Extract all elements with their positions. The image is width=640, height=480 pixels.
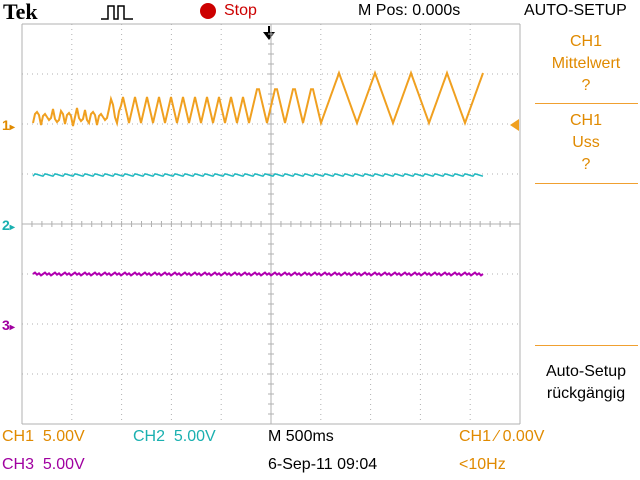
side-menu-label: Mittelwert bbox=[551, 55, 621, 72]
side-menu-ch1-mean[interactable]: CH1 Mittelwert ? bbox=[534, 31, 638, 97]
side-menu-ch1-pkpk[interactable]: CH1 Uss ? bbox=[534, 110, 638, 176]
trigger-level-icon[interactable] bbox=[508, 118, 520, 137]
stop-icon bbox=[200, 3, 216, 19]
run-state: Stop bbox=[224, 2, 257, 19]
horizontal-position: M Pos: 0.000s bbox=[358, 2, 461, 19]
tek-logo: Tek bbox=[3, 0, 38, 24]
menu-title: AUTO-SETUP bbox=[524, 2, 627, 19]
ch1-scale-readout: CH1 5.00V bbox=[2, 428, 85, 445]
side-menu-label: CH1 bbox=[569, 33, 602, 50]
ch2-trace bbox=[32, 172, 484, 178]
side-menu-label: Uss bbox=[572, 134, 600, 151]
ch2-scale-readout: CH2 5.00V bbox=[133, 428, 216, 445]
side-menu-label: rückgängig bbox=[546, 385, 626, 402]
side-menu-divider bbox=[535, 183, 638, 184]
ch1-trace bbox=[32, 70, 484, 127]
side-menu-label: ? bbox=[581, 156, 591, 173]
graticule bbox=[21, 23, 521, 425]
side-menu-label: ? bbox=[581, 77, 591, 94]
side-menu-divider bbox=[535, 345, 638, 346]
ch3-ground-marker[interactable]: 3▸ bbox=[2, 317, 15, 333]
date-time-readout: 6-Sep-11 09:04 bbox=[268, 456, 378, 473]
frequency-readout: <10Hz bbox=[459, 456, 506, 473]
ch2-ground-marker[interactable]: 2▸ bbox=[2, 217, 15, 233]
ch1-ground-marker[interactable]: 1▸ bbox=[2, 117, 15, 133]
trigger-pulse-icon bbox=[100, 3, 134, 26]
side-menu-divider bbox=[535, 103, 638, 104]
trigger-readout: CH1 ⁄ 0.00V bbox=[459, 428, 545, 445]
side-menu-label: Auto-Setup bbox=[545, 363, 627, 380]
timebase-readout: M 500ms bbox=[268, 428, 334, 445]
ch3-trace bbox=[32, 271, 484, 277]
ch3-scale-readout: CH3 5.00V bbox=[2, 456, 85, 473]
side-menu-label: CH1 bbox=[569, 112, 602, 129]
side-menu-autosetup-undo[interactable]: Auto-Setup rückgängig bbox=[534, 361, 638, 405]
